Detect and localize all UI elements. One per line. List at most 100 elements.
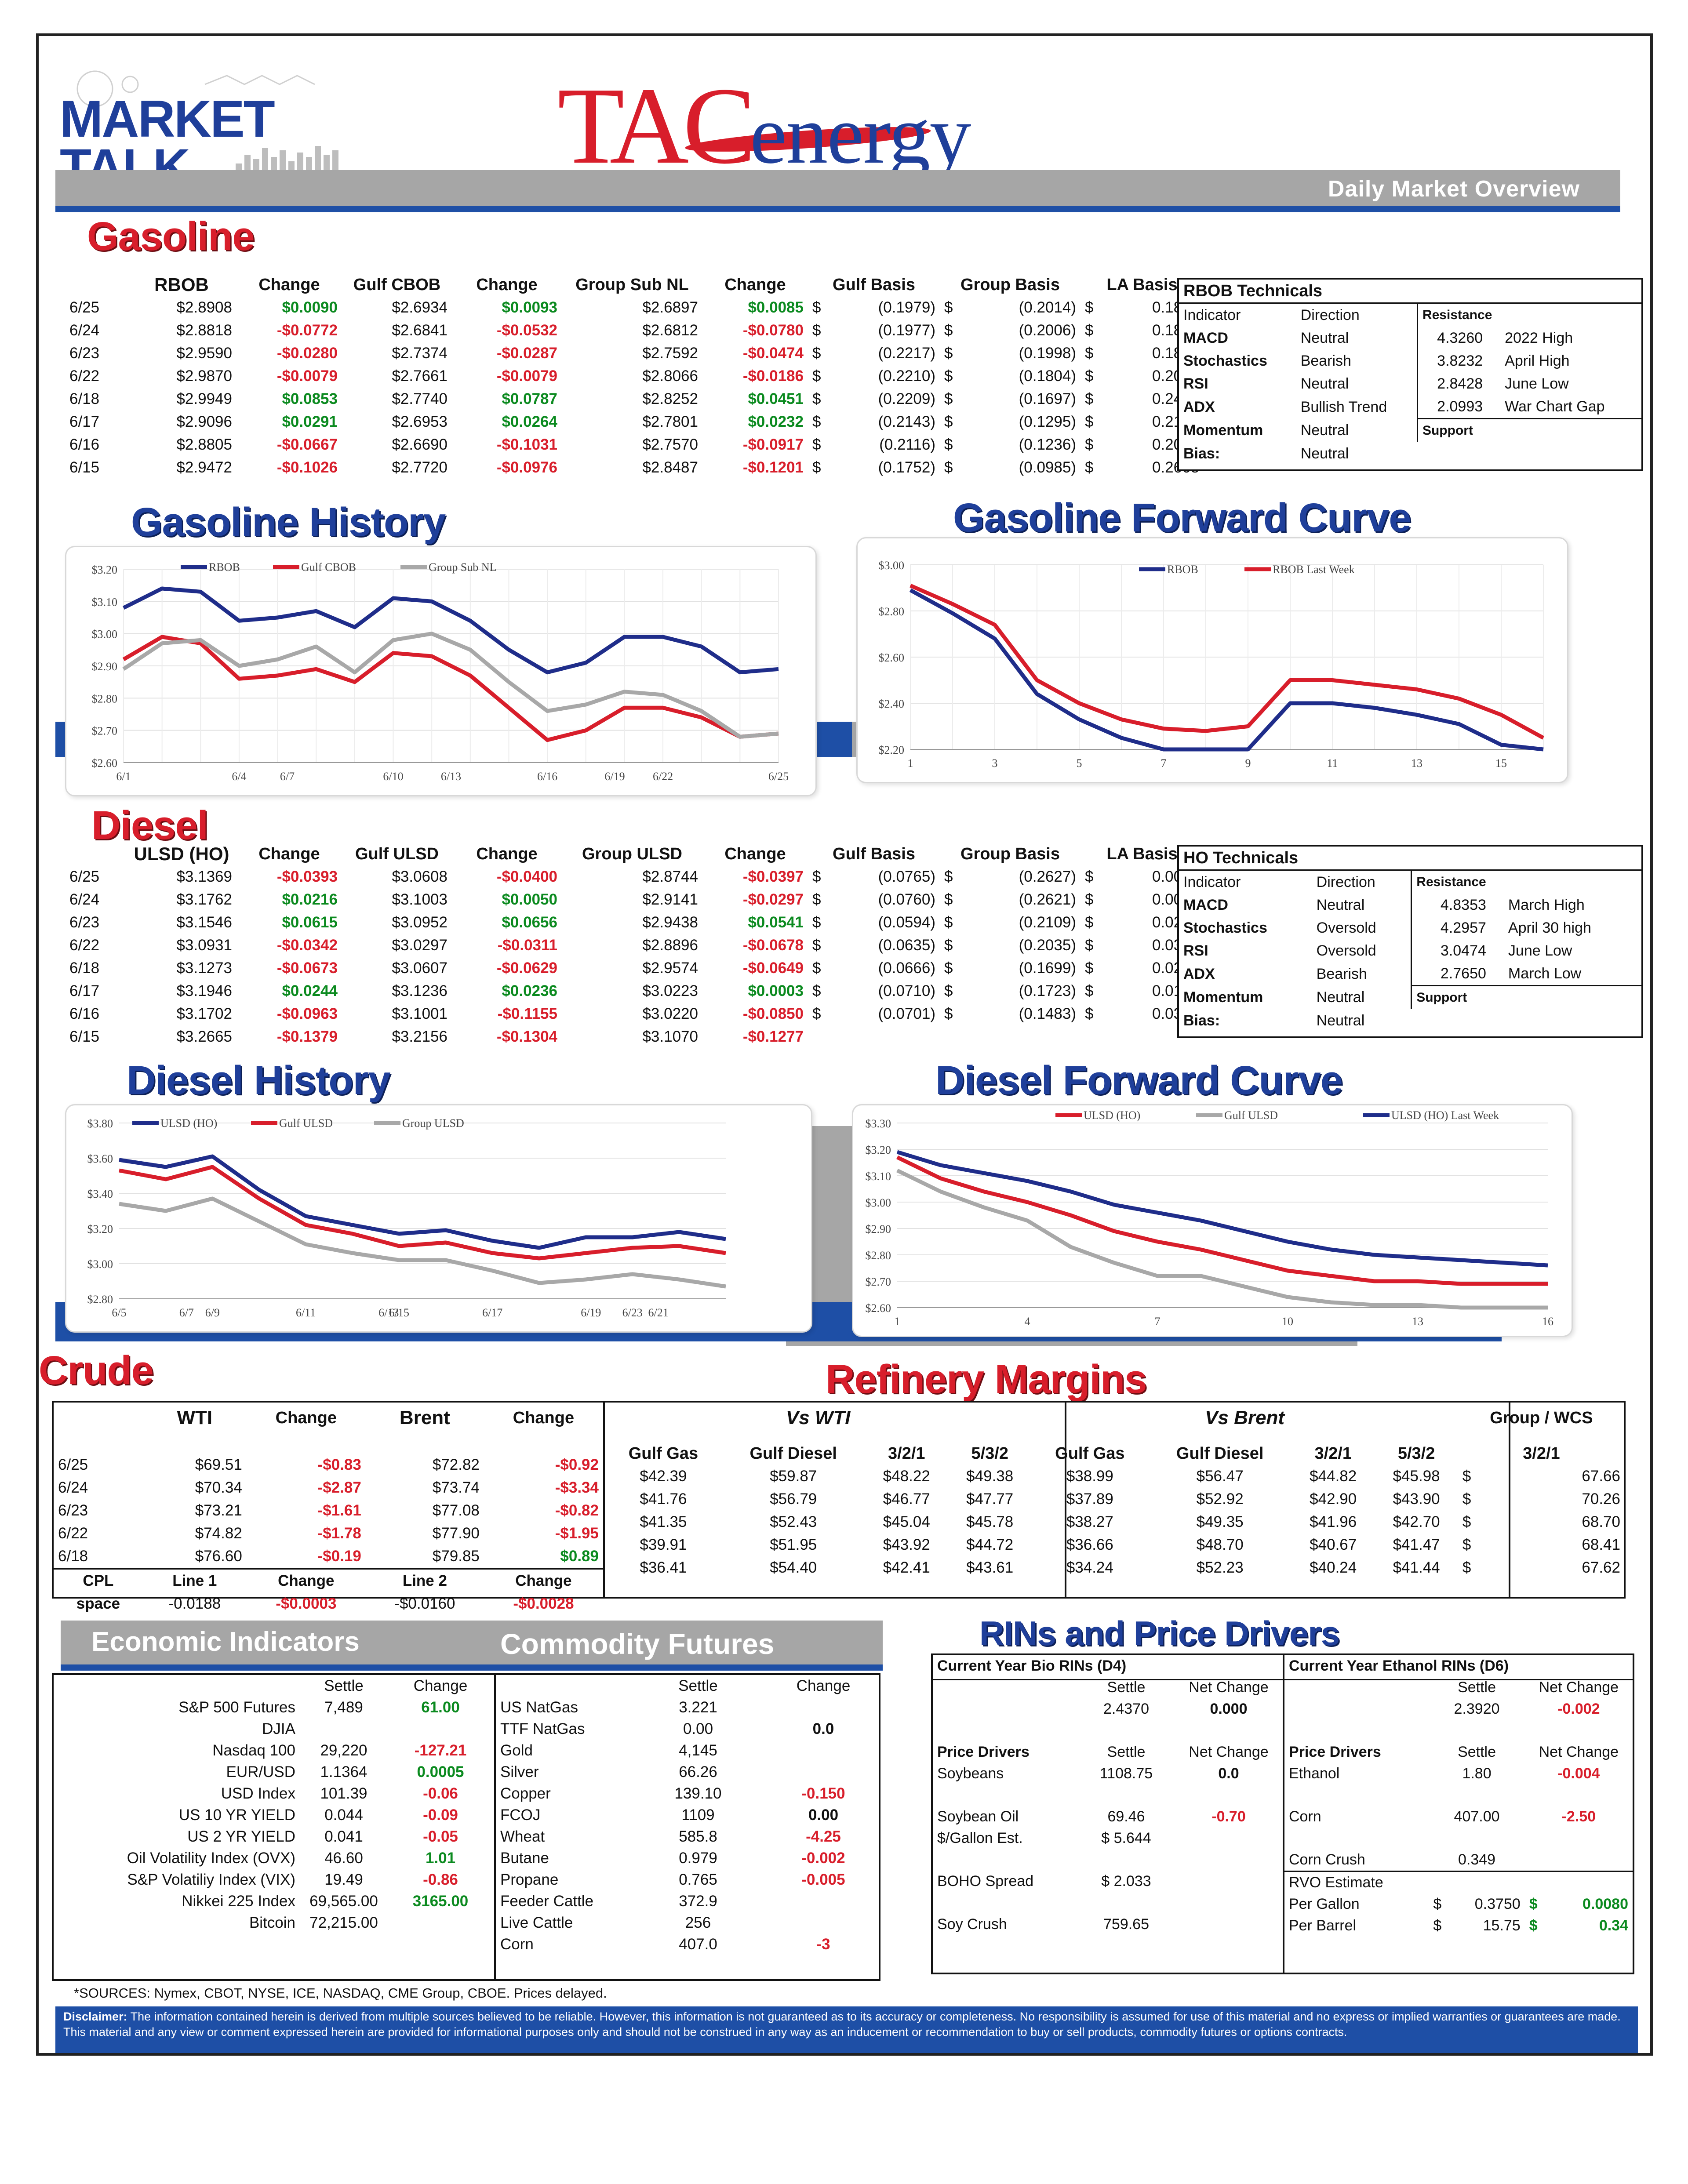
- wcs-cell: $67.66: [1458, 1465, 1625, 1488]
- table-row: 6/23 $2.9590 -$0.0280 $2.7374 -$0.0287 $2.759…: [65, 342, 1204, 365]
- econ-settle: 1.1364: [320, 1763, 367, 1781]
- margin-cell: $42.41: [883, 1559, 930, 1576]
- gas-cell: 6/18: [69, 390, 100, 407]
- gas-cell: $2.7570: [642, 436, 698, 453]
- die-header-3: Change: [476, 845, 538, 863]
- crude-cell: $0.89: [560, 1548, 599, 1565]
- die-cell: -$0.0649: [742, 959, 804, 977]
- basis-value: (0.2006): [1019, 322, 1076, 339]
- currency-symbol: $: [1085, 345, 1094, 362]
- brand-tac: TAC: [557, 65, 756, 187]
- diesel-history-svg: $2.80 $3.00 $3.20 $3.40 $3.60 $3.80 6/5 6/7 6/9 6…: [87, 1117, 726, 1319]
- table-row: 6/25 $3.1369 -$0.0393 $3.0608 -$0.0400 $2.874…: [65, 865, 1204, 888]
- tech-level-label: March Low: [1508, 965, 1582, 982]
- brand-energy: energy: [749, 89, 971, 181]
- x-tick-label: 6/21: [648, 1306, 669, 1319]
- die-header-0: ULSD (HO): [134, 843, 229, 864]
- gasoline-title: Gasoline: [87, 214, 255, 259]
- x-tick-label: 6/10: [383, 770, 403, 783]
- econ-label: S&P 500 Futures: [178, 1699, 295, 1716]
- tech-indicator-header: Indicator: [1183, 307, 1241, 323]
- diesel-forward-curve-chart: $2.60 $2.70 $2.80 $2.90 $3.00 $3.10 $3.20 $3.30…: [852, 1104, 1573, 1337]
- margin-cell: $52.23: [1196, 1559, 1244, 1576]
- margin-cell: $51.95: [770, 1536, 817, 1553]
- gasoline-forward-curve-title: Gasoline Forward Curve: [953, 495, 1411, 540]
- series-line-gulf-ulsd: [896, 1168, 1548, 1310]
- currency-symbol: $: [944, 436, 953, 453]
- market-talk-line1: MARKET: [60, 90, 275, 148]
- gas-cell: 6/16: [69, 436, 100, 453]
- currency-symbol: $: [812, 367, 821, 385]
- y-tick-label: $3.20: [866, 1144, 891, 1156]
- tech-support-header: Support: [1416, 418, 1641, 442]
- commod-settle: 139.10: [674, 1785, 722, 1802]
- economic-indicators-table: Settle Change S&P 500 Futures 7,489 61.00 DJI…: [54, 1675, 493, 1933]
- gallon-label: $/Gallon Est.: [937, 1830, 1023, 1846]
- basis-value: (0.2143): [878, 413, 935, 430]
- table-row: 6/24 $3.1762 $0.0216 $3.1003 $0.0050 $2.9141 -…: [65, 888, 1204, 911]
- x-tick-label: 6/9: [205, 1306, 220, 1319]
- econ-label: Nikkei 225 Index: [182, 1893, 295, 1910]
- soyoil-settle: 69.46: [1107, 1808, 1145, 1825]
- x-tick-label: 6/19: [604, 770, 625, 783]
- group-wcs-header: Group / WCS: [1490, 1409, 1593, 1427]
- margin-header: Gulf Gas: [628, 1444, 698, 1463]
- gas-cell: $ (0.1752): [808, 456, 940, 479]
- gas-cell: $2.6841: [392, 322, 447, 339]
- currency-symbol: $: [1085, 914, 1094, 931]
- basis-value: (0.2014): [1019, 299, 1076, 316]
- tech-level: 4.8353: [1411, 894, 1491, 916]
- crude-cell: 6/22: [58, 1525, 88, 1542]
- commod-settle: 0.00: [683, 1720, 713, 1737]
- brent-header: Brent: [399, 1407, 450, 1428]
- currency-symbol: $: [944, 367, 953, 385]
- gas-cell: $0.0264: [502, 413, 557, 430]
- gas-cell: $0.0090: [282, 299, 338, 316]
- table-row: 6/16 $3.1702 -$0.0963 $3.1001 -$0.1155 $3.022…: [65, 1003, 1204, 1025]
- currency-symbol: $: [1085, 1005, 1094, 1022]
- cpl-change-header: Change: [278, 1572, 335, 1589]
- soy-crush-label: Soy Crush: [937, 1916, 1007, 1933]
- gas-cell: $ (0.1804): [940, 365, 1080, 388]
- gas-header-6: Gulf Basis: [833, 276, 915, 294]
- corn-crush-label: Corn Crush: [1289, 1851, 1365, 1868]
- tech-indicator: RSI: [1183, 375, 1208, 392]
- commod-settle: 66.26: [679, 1763, 717, 1781]
- basis-value: (0.0701): [878, 1005, 935, 1022]
- gasoline-forward-curve-svg: $2.20$2.40$2.60$2.80$3.001 3 5 7 9 11 13 15RBOB…: [879, 559, 1545, 770]
- basis-value: (0.0765): [878, 868, 935, 885]
- wti-header: WTI: [177, 1407, 213, 1428]
- gas-cell: $2.6812: [642, 322, 698, 339]
- econ-settle-header: Settle: [324, 1677, 364, 1694]
- die-cell: -$0.0400: [496, 868, 557, 885]
- currency-symbol: $: [1085, 299, 1094, 316]
- die-cell: $ (0.0635): [808, 934, 940, 957]
- basis-value: (0.0635): [878, 937, 935, 954]
- die-cell: -$0.0297: [742, 891, 804, 908]
- margin-cell: $48.22: [883, 1468, 930, 1485]
- gas-cell: 6/15: [69, 459, 100, 476]
- crude-cell: $72.82: [432, 1456, 480, 1473]
- y-tick-label: $2.70: [866, 1276, 891, 1288]
- table-row: $42.39 $59.87 $48.22 $49.38 $38.99 $56.47 $44.…: [605, 1465, 1625, 1488]
- crude-cell: 6/23: [58, 1502, 88, 1519]
- die-cell: $0.0615: [282, 914, 338, 931]
- gas-cell: $2.9590: [176, 345, 232, 362]
- tech-direction: Oversold: [1316, 942, 1376, 959]
- commod-change: -0.005: [801, 1871, 845, 1888]
- commod-label: Feeder Cattle: [500, 1893, 594, 1910]
- die-cell: $3.0607: [392, 959, 447, 977]
- table-row: 6/18 $2.9949 $0.0853 $2.7740 $0.0787 $2.8252 $…: [65, 388, 1204, 411]
- econ-settle: 7,489: [324, 1699, 363, 1716]
- basis-value: (0.1483): [1019, 1005, 1076, 1022]
- table-row: 6/23 $3.1546 $0.0615 $3.0952 $0.0656 $2.9438 $…: [65, 911, 1204, 934]
- currency-symbol: $: [1085, 459, 1094, 476]
- econ-settle: 101.39: [320, 1785, 367, 1802]
- die-cell: 6/17: [69, 982, 100, 999]
- gas-cell: $2.8908: [176, 299, 232, 316]
- y-tick-label: $2.80: [866, 1249, 891, 1262]
- boho-value: 2.033: [1113, 1873, 1151, 1890]
- tech-level-label: June Low: [1505, 375, 1569, 392]
- table-row: 6/15 $3.2665 -$0.1379 $3.2156 -$0.1304 $3.107…: [65, 1025, 1204, 1048]
- commod-label: Butane: [500, 1850, 549, 1867]
